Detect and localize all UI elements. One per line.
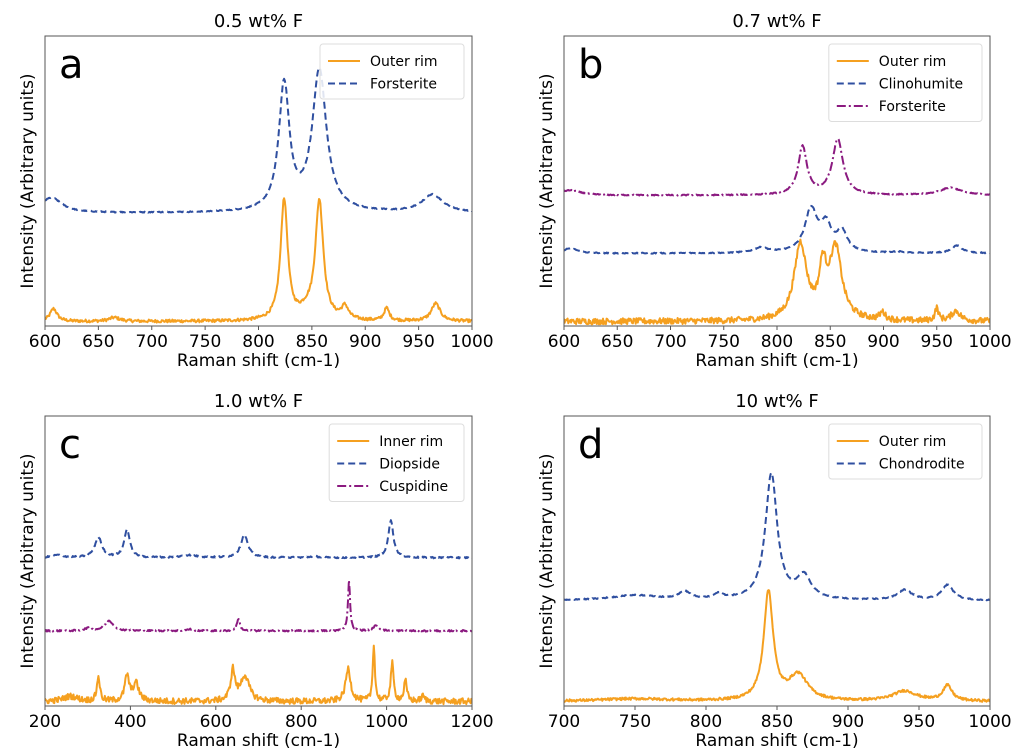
series-line-chondrodite <box>564 471 990 602</box>
legend-box <box>328 423 465 502</box>
x-tick-label: 750 <box>708 332 740 352</box>
legend-label: Clinohumite <box>879 77 963 93</box>
legend: Outer rim Clinohumite Forsterite <box>828 43 983 122</box>
legend: Inner rim Diopside Cuspidine <box>328 423 465 502</box>
legend: Outer rim Forsterite <box>319 43 465 100</box>
y-axis-label: Intensity (Arbitrary units) <box>18 453 38 668</box>
x-axis-label: Raman shift (cm-1) <box>695 351 858 371</box>
series-line-forsterite <box>564 137 990 197</box>
y-axis-label: Intensity (Arbitrary units) <box>18 73 38 288</box>
x-tick-label: 800 <box>242 332 274 352</box>
legend-box <box>828 423 983 480</box>
x-tick-label: 850 <box>814 332 846 352</box>
x-tick-label: 800 <box>690 712 722 732</box>
series-line-cuspidine <box>45 579 472 633</box>
x-tick-label: 900 <box>867 332 899 352</box>
panel-d: 700 750 800 850 900 950 1000 10 wt% F Raman shif… <box>537 391 1012 751</box>
legend-label: Outer rim <box>879 434 946 450</box>
x-tick-label: 1000 <box>365 712 408 732</box>
x-tick-label: 900 <box>832 712 864 732</box>
legend-label: Chondrodite <box>879 457 965 473</box>
panel-letter: d <box>578 422 603 468</box>
panel-letter: a <box>59 42 84 88</box>
legend-label: Inner rim <box>379 434 443 450</box>
x-tick-label: 950 <box>921 332 953 352</box>
x-tick-label: 1200 <box>450 712 493 732</box>
legend-label: Outer rim <box>879 54 946 70</box>
panel-letter: b <box>578 42 603 88</box>
x-tick-label: 800 <box>761 332 793 352</box>
x-tick-label: 650 <box>82 332 114 352</box>
y-axis-label: Intensity (Arbitrary units) <box>537 453 557 668</box>
panel-b: 600 650 700 750 800 850 900 950 1000 0.7 wt% F Ram… <box>537 11 1012 371</box>
axes-frame <box>44 415 473 707</box>
series-line-outer-rim <box>45 197 472 324</box>
x-tick-label: 700 <box>654 332 686 352</box>
panel-title: 1.0 wt% F <box>214 391 303 412</box>
x-tick-label: 600 <box>548 332 580 352</box>
legend: Outer rim Chondrodite <box>828 423 983 480</box>
x-axis-label: Raman shift (cm-1) <box>177 731 340 751</box>
legend-label: Outer rim <box>370 54 437 70</box>
x-tick-label: 700 <box>548 712 580 732</box>
legend-label: Diopside <box>379 457 440 473</box>
x-tick-label: 600 <box>29 332 61 352</box>
panel-c: 200 400 600 800 1000 1200 1.0 wt% F Raman shift… <box>18 391 494 751</box>
panel-letter: c <box>59 422 81 468</box>
series-line-outer-rim <box>564 589 990 703</box>
legend-box <box>319 43 465 100</box>
panel-title: 0.5 wt% F <box>214 11 303 32</box>
panel-a: 600 650 700 750 800 850 900 950 1000 0.5 wt% F Ram… <box>18 11 494 371</box>
panel-title: 10 wt% F <box>735 391 819 412</box>
x-tick-label: 650 <box>601 332 633 352</box>
x-axis-label: Raman shift (cm-1) <box>177 351 340 371</box>
x-tick-label: 750 <box>189 332 221 352</box>
x-tick-label: 850 <box>296 332 328 352</box>
x-tick-label: 1000 <box>968 712 1011 732</box>
x-tick-label: 600 <box>200 712 232 732</box>
x-tick-label: 800 <box>285 712 317 732</box>
legend-label: Cuspidine <box>379 479 448 495</box>
series-line-diopside <box>45 519 472 560</box>
x-tick-label: 850 <box>761 712 793 732</box>
x-axis-label: Raman shift (cm-1) <box>695 731 858 751</box>
x-tick-label: 1000 <box>968 332 1011 352</box>
series-line-outer-rim <box>564 238 990 326</box>
legend-box <box>828 43 983 122</box>
series-line-forsterite <box>45 66 472 214</box>
x-tick-label: 1000 <box>450 332 493 352</box>
y-axis-label: Intensity (Arbitrary units) <box>537 73 557 288</box>
legend-label: Forsterite <box>370 77 437 93</box>
x-tick-label: 900 <box>349 332 381 352</box>
x-tick-label: 750 <box>619 712 651 732</box>
legend-label: Forsterite <box>879 99 946 115</box>
panel-title: 0.7 wt% F <box>732 11 821 32</box>
series-line-inner-rim <box>45 644 472 706</box>
x-tick-label: 400 <box>114 712 146 732</box>
x-tick-label: 950 <box>402 332 434 352</box>
x-tick-label: 950 <box>903 712 935 732</box>
series-line-clinohumite <box>564 204 990 255</box>
x-tick-label: 700 <box>136 332 168 352</box>
x-tick-label: 200 <box>29 712 61 732</box>
